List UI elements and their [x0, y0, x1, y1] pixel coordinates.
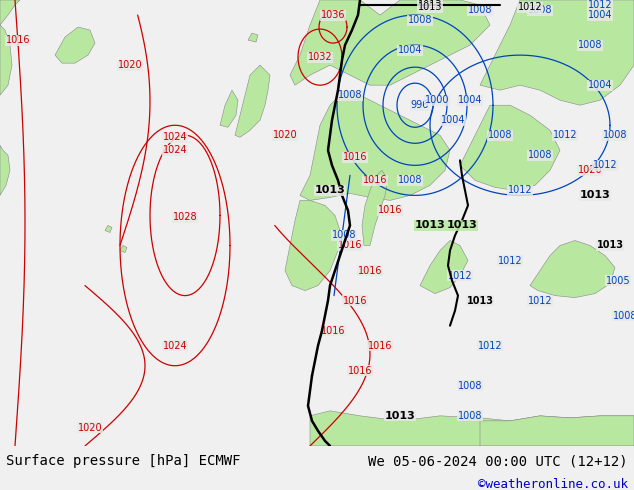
Text: 1012: 1012: [593, 160, 618, 171]
Polygon shape: [460, 105, 560, 191]
Polygon shape: [248, 33, 258, 42]
Text: 1013: 1013: [579, 191, 611, 200]
Text: 1012: 1012: [448, 270, 472, 281]
Text: 1008: 1008: [612, 311, 634, 320]
Text: 1004: 1004: [588, 10, 612, 20]
Text: Surface pressure [hPa] ECMWF: Surface pressure [hPa] ECMWF: [6, 454, 241, 468]
Text: 1016: 1016: [321, 326, 346, 336]
Text: 1016: 1016: [343, 152, 367, 162]
Polygon shape: [300, 90, 450, 200]
Text: 1005: 1005: [605, 275, 630, 286]
Text: 1020: 1020: [578, 165, 602, 175]
Text: 1012: 1012: [477, 341, 502, 351]
Text: 1004: 1004: [441, 115, 465, 125]
Polygon shape: [235, 65, 270, 137]
Polygon shape: [0, 146, 10, 196]
Polygon shape: [55, 27, 95, 63]
Polygon shape: [120, 245, 127, 252]
Polygon shape: [220, 90, 238, 127]
Text: 1008: 1008: [408, 15, 432, 25]
Text: 1012: 1012: [588, 0, 612, 10]
Text: 1016: 1016: [358, 266, 382, 275]
Text: 1024: 1024: [163, 341, 187, 351]
Text: 1013: 1013: [385, 411, 415, 421]
Text: 1008: 1008: [468, 5, 492, 15]
Text: 1012: 1012: [498, 255, 522, 266]
Text: 996: 996: [411, 100, 429, 110]
Polygon shape: [480, 416, 634, 446]
Text: 1008: 1008: [332, 230, 356, 241]
Polygon shape: [480, 0, 634, 105]
Polygon shape: [0, 0, 20, 25]
Polygon shape: [530, 241, 615, 297]
Text: 1016: 1016: [6, 35, 30, 45]
Text: 1013: 1013: [467, 295, 493, 306]
Text: 1008: 1008: [578, 40, 602, 50]
Polygon shape: [420, 241, 468, 294]
Polygon shape: [285, 200, 340, 291]
Text: 1012: 1012: [508, 185, 533, 196]
Text: 1016: 1016: [343, 295, 367, 306]
Text: 1013: 1013: [597, 241, 623, 250]
Text: 1008: 1008: [527, 5, 552, 15]
Text: 1008: 1008: [488, 130, 512, 140]
Text: 1008: 1008: [603, 130, 627, 140]
Text: 1004: 1004: [458, 95, 482, 105]
Text: 1008: 1008: [527, 150, 552, 160]
Text: 1013: 1013: [415, 220, 445, 230]
Text: 1013: 1013: [446, 220, 477, 230]
Text: ©weatheronline.co.uk: ©weatheronline.co.uk: [477, 478, 628, 490]
Text: 1016: 1016: [338, 241, 362, 250]
Text: 1020: 1020: [78, 423, 102, 433]
Text: 1012: 1012: [553, 130, 578, 140]
Text: 1016: 1016: [348, 366, 372, 376]
Text: 1013: 1013: [418, 2, 443, 12]
Text: 1004: 1004: [398, 45, 422, 55]
Polygon shape: [362, 171, 388, 245]
Text: 1013: 1013: [418, 0, 443, 10]
Text: 1032: 1032: [307, 52, 332, 62]
Polygon shape: [105, 225, 112, 232]
Text: 1008: 1008: [398, 175, 422, 185]
Text: 1004: 1004: [588, 80, 612, 90]
Text: 1028: 1028: [172, 213, 197, 222]
Text: 1020: 1020: [118, 60, 142, 70]
Text: 1013: 1013: [314, 185, 346, 196]
Text: 1016: 1016: [368, 341, 392, 351]
Text: 1024: 1024: [163, 146, 187, 155]
Text: 1012: 1012: [527, 295, 552, 306]
Text: 1008: 1008: [458, 411, 482, 421]
Polygon shape: [290, 0, 490, 85]
Text: 1020: 1020: [273, 130, 297, 140]
Text: 1008: 1008: [458, 381, 482, 391]
Text: 1012: 1012: [518, 2, 542, 12]
Text: 1016: 1016: [363, 175, 387, 185]
Text: 1024: 1024: [163, 132, 187, 142]
Text: 1008: 1008: [338, 90, 362, 100]
Polygon shape: [0, 25, 12, 95]
Polygon shape: [310, 411, 634, 446]
Text: We 05-06-2024 00:00 UTC (12+12): We 05-06-2024 00:00 UTC (12+12): [368, 454, 628, 468]
Text: 1036: 1036: [321, 10, 346, 20]
Text: 1000: 1000: [425, 95, 450, 105]
Text: 1016: 1016: [378, 205, 402, 216]
